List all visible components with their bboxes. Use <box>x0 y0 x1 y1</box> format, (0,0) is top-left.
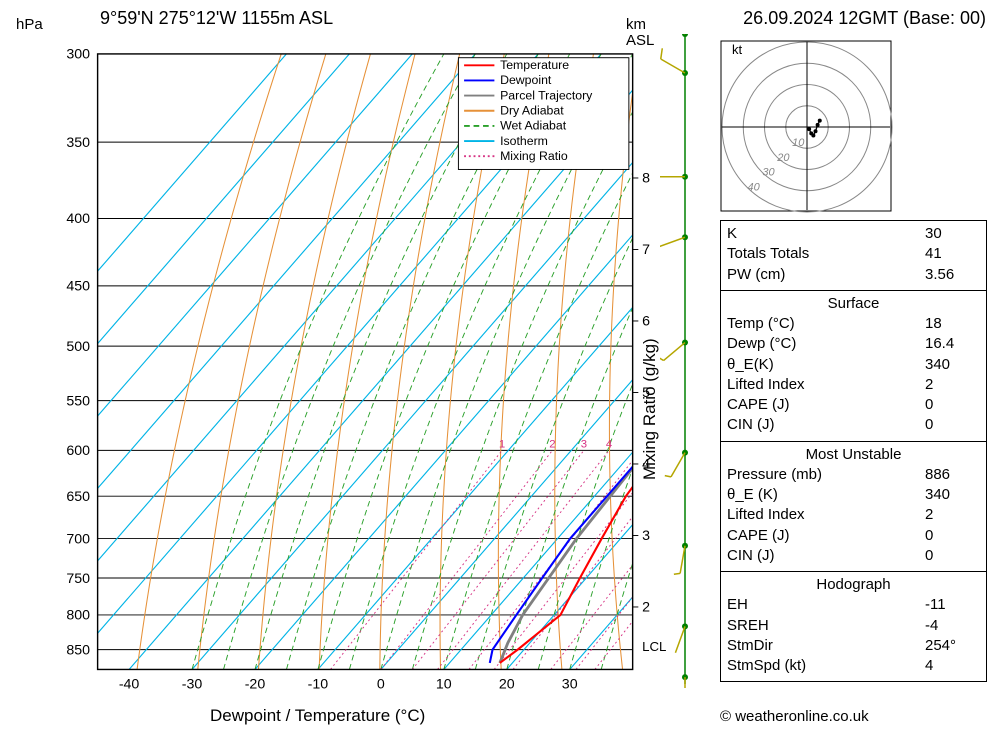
svg-text:-30: -30 <box>182 676 203 692</box>
svg-text:Mixing Ratio: Mixing Ratio <box>500 149 568 163</box>
index-row: CIN (J)0 <box>727 415 980 435</box>
svg-text:10: 10 <box>792 137 805 149</box>
datetime-title: 26.09.2024 12GMT (Base: 00) <box>743 8 986 29</box>
svg-text:400: 400 <box>66 211 90 227</box>
index-row: θ_E(K)340 <box>727 355 980 375</box>
copyright-text: © weatheronline.co.uk <box>720 708 869 725</box>
index-row: Lifted Index2 <box>727 505 980 525</box>
svg-text:750: 750 <box>66 571 90 587</box>
svg-text:-20: -20 <box>245 676 266 692</box>
index-row: Totals Totals41 <box>727 244 980 264</box>
hodograph-unit: kt <box>732 42 742 57</box>
svg-text:300: 300 <box>66 47 90 63</box>
index-row: StmSpd (kt)4 <box>727 656 980 676</box>
y-left-unit: hPa <box>16 16 43 33</box>
location-title: 9°59'N 275°12'W 1155m ASL <box>100 8 333 29</box>
svg-text:Wet Adiabat: Wet Adiabat <box>500 119 567 133</box>
svg-text:3: 3 <box>581 439 587 451</box>
index-row: K30 <box>727 224 980 244</box>
svg-text:2: 2 <box>642 600 650 616</box>
svg-text:550: 550 <box>66 393 90 409</box>
svg-text:30: 30 <box>562 676 578 692</box>
svg-text:-10: -10 <box>308 676 329 692</box>
svg-text:500: 500 <box>66 339 90 355</box>
y-right-unit: km <box>626 16 646 33</box>
svg-text:6: 6 <box>642 314 650 330</box>
hodo-header: Hodograph <box>727 575 980 595</box>
svg-text:-40: -40 <box>119 676 140 692</box>
x-axis-title: Dewpoint / Temperature (°C) <box>210 706 425 726</box>
index-row: PW (cm)3.56 <box>727 265 980 285</box>
svg-text:Dry Adiabat: Dry Adiabat <box>500 104 564 118</box>
svg-text:3: 3 <box>642 528 650 544</box>
svg-text:Isotherm: Isotherm <box>500 134 548 148</box>
svg-text:Temperature: Temperature <box>500 58 569 72</box>
svg-text:Dewpoint: Dewpoint <box>500 73 552 87</box>
svg-text:850: 850 <box>66 642 90 658</box>
indices-panel: K30Totals Totals41PW (cm)3.56 Surface Te… <box>720 220 987 682</box>
index-row: θ_E (K)340 <box>727 485 980 505</box>
indices-mu: Most Unstable Pressure (mb)886θ_E (K)340… <box>721 442 986 573</box>
mixing-axis-title: Mixing Ratio (g/kg) <box>640 338 660 480</box>
index-row: SREH-4 <box>727 616 980 636</box>
svg-text:4: 4 <box>606 439 612 451</box>
svg-text:800: 800 <box>66 608 90 624</box>
mu-header: Most Unstable <box>727 445 980 465</box>
hodograph-chart: 10203040 <box>720 40 894 214</box>
svg-text:600: 600 <box>66 443 90 459</box>
indices-top: K30Totals Totals41PW (cm)3.56 <box>721 221 986 291</box>
index-row: Dewp (°C)16.4 <box>727 334 980 354</box>
svg-text:1: 1 <box>499 439 505 451</box>
wind-barb-column <box>660 34 710 688</box>
index-row: CAPE (J)0 <box>727 526 980 546</box>
svg-text:20: 20 <box>499 676 515 692</box>
svg-text:40: 40 <box>748 182 761 194</box>
indices-surface: Surface Temp (°C)18Dewp (°C)16.4θ_E(K)34… <box>721 291 986 442</box>
svg-text:20: 20 <box>776 152 790 164</box>
indices-hodo: Hodograph EH-11SREH-4StmDir254°StmSpd (k… <box>721 572 986 681</box>
index-row: EH-11 <box>727 595 980 615</box>
svg-text:30: 30 <box>762 167 775 179</box>
skewt-diagram: 1234681015202530035040045050055060065070… <box>55 34 680 714</box>
svg-text:8: 8 <box>642 171 650 187</box>
svg-text:2: 2 <box>549 439 555 451</box>
index-row: StmDir254° <box>727 636 980 656</box>
svg-text:700: 700 <box>66 531 90 547</box>
svg-text:450: 450 <box>66 279 90 295</box>
svg-text:650: 650 <box>66 489 90 505</box>
index-row: Temp (°C)18 <box>727 314 980 334</box>
svg-text:0: 0 <box>377 676 385 692</box>
index-row: CIN (J)0 <box>727 546 980 566</box>
index-row: CAPE (J)0 <box>727 395 980 415</box>
svg-text:7: 7 <box>642 242 650 258</box>
index-row: Lifted Index2 <box>727 375 980 395</box>
svg-text:350: 350 <box>66 135 90 151</box>
svg-text:10: 10 <box>436 676 452 692</box>
svg-text:Parcel Trajectory: Parcel Trajectory <box>500 88 593 102</box>
index-row: Pressure (mb)886 <box>727 465 980 485</box>
surface-header: Surface <box>727 294 980 314</box>
